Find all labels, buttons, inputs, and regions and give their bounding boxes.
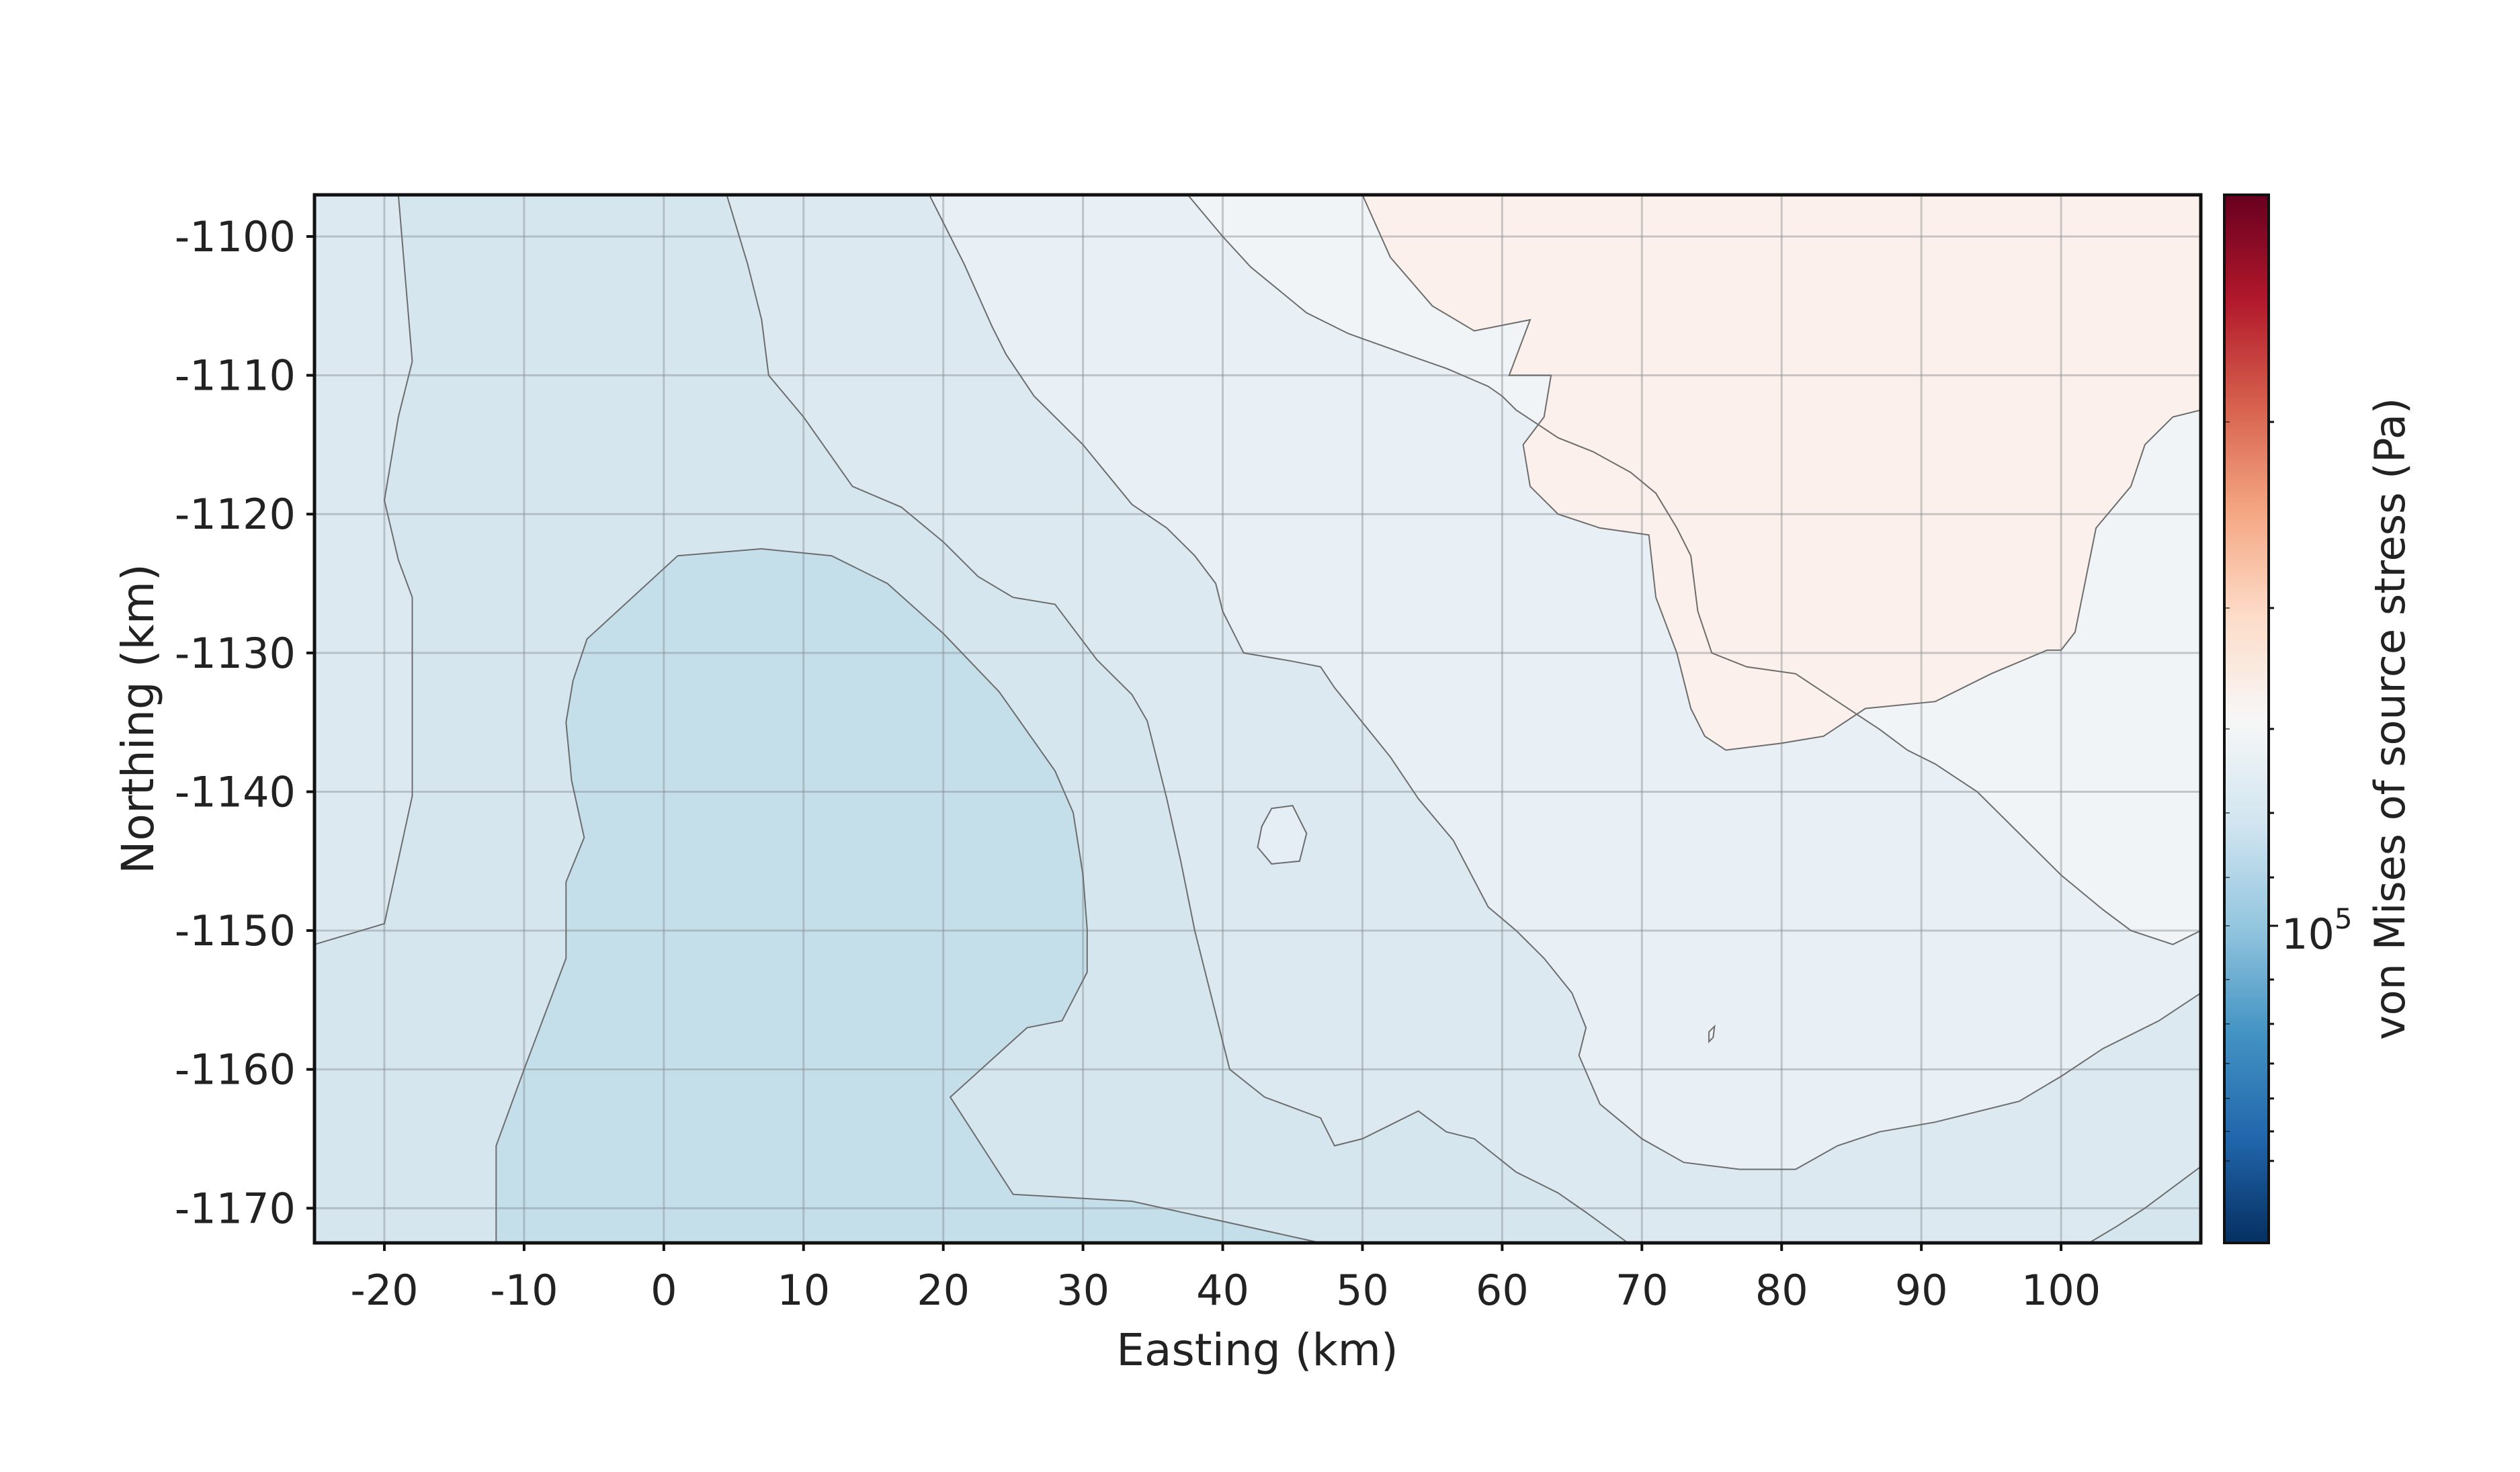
colorbar-ticks xyxy=(2224,421,2278,1162)
y-tick-label: -1170 xyxy=(175,1184,296,1233)
x-tick-label: 100 xyxy=(2021,1266,2101,1315)
y-tick-label: -1100 xyxy=(175,212,296,261)
contour-fill-level-6 xyxy=(1362,195,2201,750)
grid-lines xyxy=(314,195,2201,1243)
contour-line-4 xyxy=(495,548,1321,1243)
y-tick-label: -1140 xyxy=(175,767,296,816)
contour-fills xyxy=(314,195,2201,1243)
x-tick-label: 80 xyxy=(1755,1266,1808,1315)
x-tick-label: 40 xyxy=(1196,1266,1249,1315)
contour-fill-level-2-corner xyxy=(2089,1166,2201,1243)
y-tick-label: -1110 xyxy=(175,351,296,400)
contour-line-5 xyxy=(929,195,2201,1170)
contour-lines xyxy=(314,195,2201,1243)
colorbar: 105 von Mises of source stress (Pa) xyxy=(2223,193,2414,1244)
y-tick-label: -1120 xyxy=(175,490,296,539)
x-tick-label: -20 xyxy=(350,1266,418,1315)
contour-fill-level-1 xyxy=(496,548,1321,1243)
contour-line-2 xyxy=(726,195,1629,1243)
contour-island-2 xyxy=(1708,1024,1716,1043)
y-tick-label: -1150 xyxy=(175,906,296,955)
colorbar-tick-label: 105 xyxy=(2281,902,2353,959)
contour-line-3 xyxy=(2089,1166,2201,1243)
y-axis-ticks: -1100 -1110 -1120 -1130 -1140 -1150 -1160 -1170 xyxy=(175,212,314,1233)
x-tick-label: 50 xyxy=(1336,1266,1389,1315)
colorbar-label: von Mises of source stress (Pa) xyxy=(2365,398,2414,1040)
contour-line-7 xyxy=(1361,195,2201,751)
x-tick-label: 20 xyxy=(917,1266,970,1315)
x-tick-label: 10 xyxy=(777,1266,830,1315)
x-axis-ticks: -20 -10 0 10 20 30 40 50 60 70 80 90 100 xyxy=(350,1243,2101,1315)
x-axis-label: Easting (km) xyxy=(1116,1324,1398,1376)
contour-island-1 xyxy=(1257,805,1308,865)
plot-area xyxy=(314,195,2201,1243)
y-axis-label: Northing (km) xyxy=(112,564,164,874)
x-tick-label: 70 xyxy=(1615,1266,1669,1315)
y-tick-label: -1160 xyxy=(175,1045,296,1094)
contour-line-1 xyxy=(314,195,413,945)
x-tick-label: 90 xyxy=(1895,1266,1948,1315)
x-tick-label: 60 xyxy=(1476,1266,1529,1315)
contour-line-6 xyxy=(1187,195,2201,945)
x-tick-label: 30 xyxy=(1056,1266,1109,1315)
colorbar-gradient xyxy=(2223,193,2270,1244)
plot-frame xyxy=(312,193,2203,1245)
x-tick-label: 0 xyxy=(650,1266,677,1315)
y-tick-label: -1130 xyxy=(175,629,296,678)
x-tick-label: -10 xyxy=(490,1266,558,1315)
